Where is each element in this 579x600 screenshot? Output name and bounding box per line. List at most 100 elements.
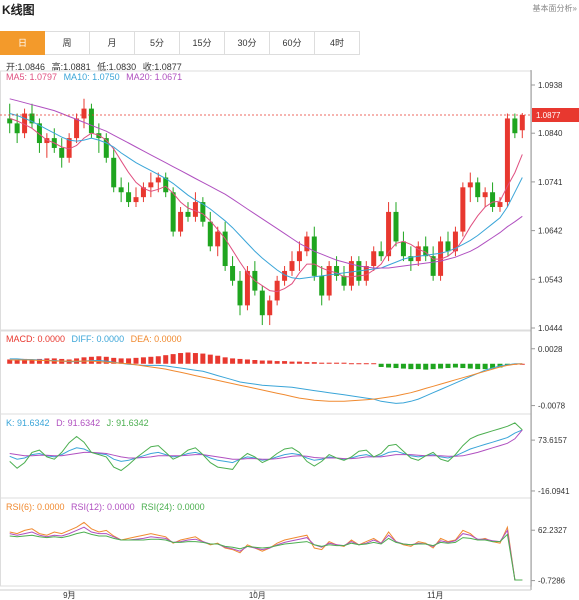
- tab-week[interactable]: 周: [45, 31, 90, 55]
- x-tick-label: 10月: [249, 591, 266, 600]
- ohlc-info: 开:1.0846 高:1.0881 低:1.0830 收:1.0877: [6, 60, 186, 73]
- macd-bar: [490, 363, 496, 369]
- candle-body: [170, 192, 176, 232]
- ma5-line: [9, 117, 523, 293]
- candle-body: [289, 261, 295, 271]
- rsi-tick-label: 62.2327: [538, 526, 567, 535]
- rsi24-label: RSI(24): 0.0000: [141, 502, 205, 512]
- panel-frame-0: [0, 70, 532, 331]
- candle-body: [222, 231, 228, 267]
- macd-bar: [44, 358, 50, 364]
- macd-bar: [438, 363, 444, 369]
- tab-day[interactable]: 日: [0, 31, 45, 55]
- macd-bar: [111, 357, 117, 364]
- macd-bar: [230, 358, 236, 364]
- macd-bar: [482, 363, 488, 370]
- macd-bar: [296, 361, 302, 364]
- candle-body: [207, 221, 213, 247]
- macd-bar: [348, 363, 354, 365]
- candle-body: [163, 177, 169, 193]
- candle-body: [192, 202, 198, 217]
- candle-body: [22, 113, 28, 134]
- open-value: 1.0846: [17, 62, 46, 72]
- macd-bar: [237, 358, 243, 364]
- tab-15min[interactable]: 15分: [180, 31, 225, 55]
- macd-bar: [274, 361, 280, 364]
- tab-60min[interactable]: 60分: [270, 31, 315, 55]
- candle-body: [341, 275, 347, 286]
- low-value: 1.0830: [108, 62, 137, 72]
- fundamental-analysis-link[interactable]: 基本面分析»: [532, 4, 577, 13]
- macd-bar: [36, 358, 42, 364]
- macd-bar: [378, 363, 384, 367]
- candle-body: [178, 211, 184, 232]
- macd-bar: [178, 353, 184, 364]
- candle-body: [334, 266, 340, 276]
- macd-bar: [155, 356, 161, 364]
- candle-body: [393, 211, 399, 242]
- candle-body: [326, 266, 332, 296]
- macd-bar: [244, 359, 250, 364]
- candle-body: [311, 236, 317, 276]
- macd-bar: [386, 363, 392, 368]
- candle-body: [111, 157, 117, 188]
- x-tick-label: 11月: [427, 591, 443, 600]
- candle-body: [29, 113, 35, 124]
- macd-bar: [14, 359, 20, 364]
- candle-body: [467, 182, 473, 188]
- tab-month[interactable]: 月: [90, 31, 135, 55]
- candle-body: [504, 118, 510, 203]
- diff-label: DIFF: 0.0000: [71, 334, 125, 344]
- rsi6-line: [9, 521, 523, 581]
- tab-5min[interactable]: 5分: [135, 31, 180, 55]
- candle-body: [230, 266, 236, 281]
- kdj-tick-label: 73.6157: [538, 436, 567, 445]
- macd-bar: [126, 358, 132, 364]
- macd-bar: [430, 363, 436, 370]
- macd-bar: [29, 359, 35, 364]
- candle-body: [386, 211, 392, 257]
- candle-body: [148, 182, 154, 188]
- candle-body: [460, 187, 466, 232]
- tab-30min[interactable]: 30分: [225, 31, 270, 55]
- candle-body: [133, 197, 139, 203]
- candle-body: [423, 246, 429, 257]
- macd-bar: [393, 363, 399, 369]
- macd-bar: [341, 362, 347, 364]
- macd-bar: [267, 360, 273, 364]
- candle-body: [282, 270, 288, 281]
- macd-dea-line: [9, 359, 523, 402]
- macd-bar: [103, 356, 109, 364]
- macd-bar: [163, 355, 169, 364]
- page-title: K线图: [2, 3, 35, 17]
- macd-bar: [207, 354, 213, 364]
- panel-frame-1: [0, 330, 532, 415]
- kdj-j-line: [9, 422, 523, 472]
- ma5-label: MA5: 1.0797: [6, 72, 58, 82]
- macd-bar: [408, 363, 414, 370]
- last-price-label: 1.0877: [536, 111, 561, 120]
- price-tick-label: 1.0543: [538, 275, 563, 284]
- ma20-label: MA20: 1.0671: [126, 72, 183, 82]
- macd-bar: [400, 363, 406, 369]
- macd-bar: [133, 357, 139, 364]
- candle-body: [408, 256, 414, 262]
- kdj-info: K: 91.6342 D: 91.6342 J: 91.6342: [6, 418, 153, 428]
- price-tick-label: 1.0840: [538, 129, 563, 138]
- kdj-tick-label: -16.0941: [538, 487, 570, 496]
- macd-bar: [460, 363, 466, 369]
- macd-bar: [118, 358, 124, 364]
- candle-body: [259, 290, 265, 316]
- rsi-tick-label: -0.7286: [538, 577, 566, 586]
- candle-body: [304, 236, 310, 252]
- macd-bar: [467, 363, 473, 369]
- macd-bar: [415, 363, 421, 370]
- candle-body: [140, 187, 146, 198]
- macd-bar: [363, 363, 369, 365]
- tab-4hour[interactable]: 4时: [315, 31, 360, 55]
- candle-body: [296, 251, 302, 262]
- dea-label: DEA: 0.0000: [130, 334, 182, 344]
- macd-tick-label: 0.0028: [538, 345, 563, 354]
- candle-body: [482, 192, 488, 198]
- close-value: 1.0877: [154, 62, 182, 72]
